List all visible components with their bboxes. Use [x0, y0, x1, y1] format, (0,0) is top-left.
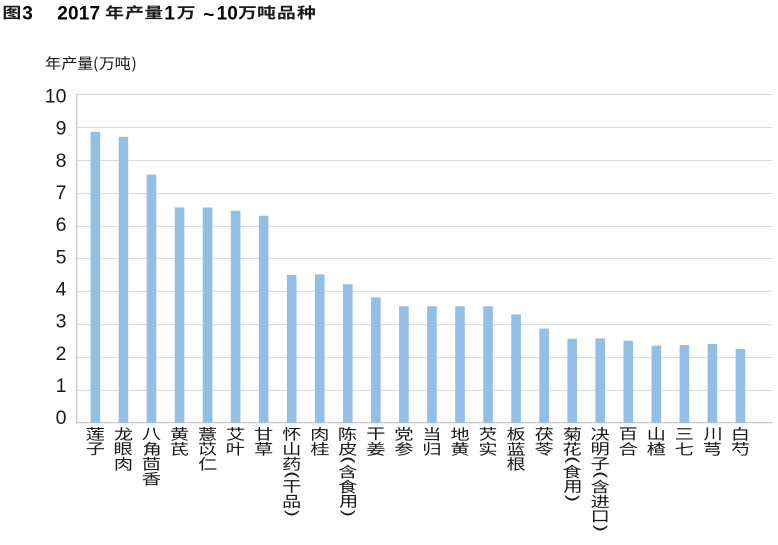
svg-text:6: 6 [56, 214, 67, 236]
svg-text:0: 0 [227, 4, 238, 25]
svg-text:2: 2 [57, 4, 68, 25]
svg-text:~: ~ [203, 5, 214, 26]
svg-text:3: 3 [22, 4, 33, 25]
svg-text:0: 0 [56, 407, 67, 429]
svg-text:1: 1 [79, 4, 90, 25]
svg-text:0: 0 [68, 4, 79, 25]
svg-text:2: 2 [56, 343, 67, 365]
svg-text:1: 1 [164, 4, 175, 25]
svg-text:7: 7 [56, 182, 67, 204]
svg-text:8: 8 [56, 150, 67, 172]
svg-text:9: 9 [56, 118, 67, 140]
svg-text:4: 4 [56, 279, 67, 301]
svg-text:5: 5 [56, 246, 67, 268]
svg-text:1: 1 [56, 375, 67, 397]
svg-text:3: 3 [56, 311, 67, 333]
svg-text:7: 7 [90, 4, 101, 25]
svg-text:10: 10 [45, 86, 67, 108]
svg-text:1: 1 [217, 4, 228, 25]
